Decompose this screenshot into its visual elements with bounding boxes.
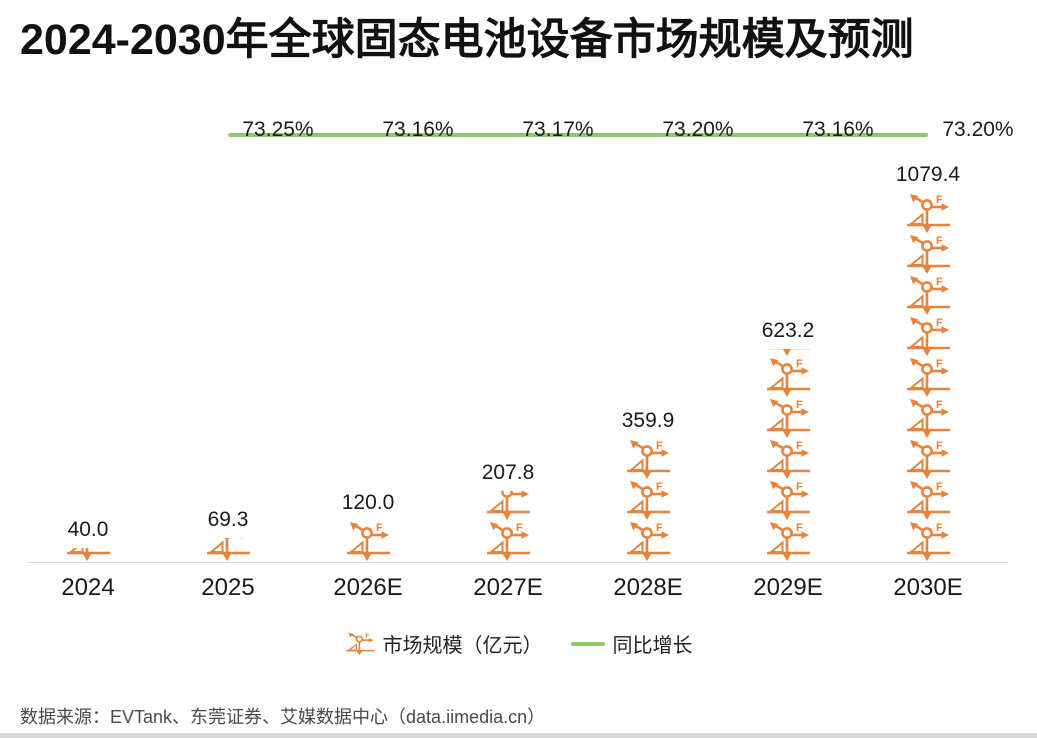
svg-text:F: F — [936, 522, 943, 534]
svg-text:F: F — [796, 440, 803, 452]
force-diagram-icon: F — [767, 349, 810, 356]
pictogram-bar-icons: FF — [485, 491, 531, 562]
bar-value-label: 207.8 — [481, 461, 535, 484]
bar-columns: 40.0F69.3F120.0F207.8FF359.9FFF623.2FFFF… — [18, 140, 998, 562]
force-diagram-icon: F — [207, 538, 250, 561]
bar-value-label: 120.0 — [341, 491, 395, 514]
force-diagram-icon: F — [767, 522, 810, 561]
force-diagram-icon: F — [627, 440, 670, 479]
x-axis-tick-label: 2024 — [61, 574, 115, 601]
pictogram-bar: F — [205, 538, 251, 562]
force-diagram-icon: F — [907, 481, 950, 520]
force-diagram-icon: F — [907, 399, 950, 438]
x-axis-tick-label: 2026E — [333, 574, 403, 601]
growth-value-label: 73.20% — [662, 118, 734, 141]
svg-text:F: F — [656, 522, 663, 534]
force-diagram-icon: F — [347, 522, 390, 561]
pictogram-bar-icons: F — [65, 548, 111, 562]
svg-text:F: F — [796, 358, 803, 370]
bar-value-label: 40.0 — [67, 518, 109, 541]
svg-text:F: F — [936, 194, 943, 206]
growth-value-label: 73.17% — [522, 118, 594, 141]
x-axis-line — [28, 562, 1008, 563]
force-diagram-icon: F — [907, 522, 950, 561]
pictogram-bar: F — [345, 521, 391, 562]
force-diagram-icon: F — [627, 522, 670, 561]
bar-column: 1079.4 F F F F F F F F F — [858, 140, 998, 562]
legend-market-size-label: 市场规模（亿元） — [382, 635, 543, 657]
force-diagram-icon: F — [487, 522, 530, 561]
pictogram-bar-icons: F F F — [625, 439, 671, 562]
force-diagram-icon: F — [767, 399, 810, 438]
x-axis-tick-label: 2025 — [201, 574, 255, 601]
x-axis-tick-label: 2029E — [753, 574, 823, 601]
force-diagram-icon: F — [907, 358, 950, 397]
x-axis-labels: 2024 2025 2026E 2027E 2028E 2029E 2030E — [18, 574, 998, 602]
svg-text:F: F — [516, 491, 523, 493]
svg-text:F: F — [936, 358, 943, 370]
bar-value-label: 359.9 — [621, 409, 675, 432]
x-axis-tick-label: 2027E — [473, 574, 543, 601]
legend: F 市场规模（亿元） 同比增长 — [0, 629, 1037, 658]
growth-value-label: 73.25% — [242, 118, 314, 141]
bar-column: 40.0 F — [18, 140, 158, 562]
svg-text:F: F — [796, 399, 803, 411]
growth-value-label: 73.16% — [802, 118, 874, 141]
growth-value-label: 73.16% — [382, 118, 454, 141]
growth-value-label: 73.20% — [942, 118, 1014, 141]
svg-text:F: F — [936, 317, 943, 329]
svg-text:F: F — [796, 522, 803, 534]
force-diagram-icon: F — [767, 440, 810, 479]
bar-column: 207.8FF — [438, 140, 578, 562]
pictogram-bar-icons: F — [345, 521, 391, 562]
force-diagram-icon: F — [907, 317, 950, 356]
bar-column: 623.2FFFFFF — [718, 140, 858, 562]
svg-text:F: F — [365, 633, 369, 640]
force-diagram-icon: F — [907, 194, 950, 233]
force-diagram-icon: F — [627, 481, 670, 520]
svg-text:F: F — [796, 481, 803, 493]
legend-growth-line-swatch — [570, 641, 605, 646]
bar-value-label: 1079.4 — [895, 163, 961, 186]
force-diagram-icon: F — [345, 632, 374, 655]
pictogram-bar-icons: F F F F F F F F F — [905, 193, 951, 562]
force-diagram-icon: F — [767, 358, 810, 397]
bar-column: 359.9 F F F — [578, 140, 718, 562]
svg-text:F: F — [936, 481, 943, 493]
svg-text:F: F — [516, 522, 523, 534]
x-axis-tick-label: 2028E — [613, 574, 683, 601]
svg-text:F: F — [656, 440, 663, 452]
force-diagram-icon: F — [907, 276, 950, 315]
force-diagram-icon: F — [67, 548, 110, 561]
pictogram-bar: F F F F F F F F F — [905, 193, 951, 562]
svg-text:F: F — [936, 235, 943, 247]
pictogram-bar-icons: F — [205, 538, 251, 562]
growth-line — [228, 133, 928, 137]
svg-text:F: F — [376, 522, 383, 534]
bar-value-label: 623.2 — [761, 319, 815, 342]
force-diagram-icon: F — [767, 481, 810, 520]
legend-growth-label: 同比增长 — [612, 635, 693, 657]
svg-text:F: F — [656, 481, 663, 493]
force-diagram-icon: F — [907, 235, 950, 274]
pictogram-bar: F F F — [625, 439, 671, 562]
svg-text:F: F — [936, 440, 943, 452]
force-diagram-icon: F — [487, 491, 530, 520]
svg-text:F: F — [936, 276, 943, 288]
x-axis-tick-label: 2030E — [893, 574, 963, 601]
bar-column: 120.0 F — [298, 140, 438, 562]
pictogram-bar: F — [65, 548, 111, 562]
bottom-strip — [0, 733, 1037, 738]
force-diagram-icon: F — [907, 440, 950, 479]
bar-column: 69.3 F — [158, 140, 298, 562]
svg-text:F: F — [936, 399, 943, 411]
bar-value-label: 69.3 — [207, 508, 249, 531]
data-source-text: 数据来源：EVTank、东莞证券、艾媒数据中心（data.iimedia.cn） — [20, 707, 546, 727]
legend-market-size-swatch: F — [345, 632, 375, 656]
pictogram-bar: FF — [485, 491, 531, 562]
chart-title: 2024-2030年全球固态电池设备市场规模及预测 — [20, 16, 914, 64]
